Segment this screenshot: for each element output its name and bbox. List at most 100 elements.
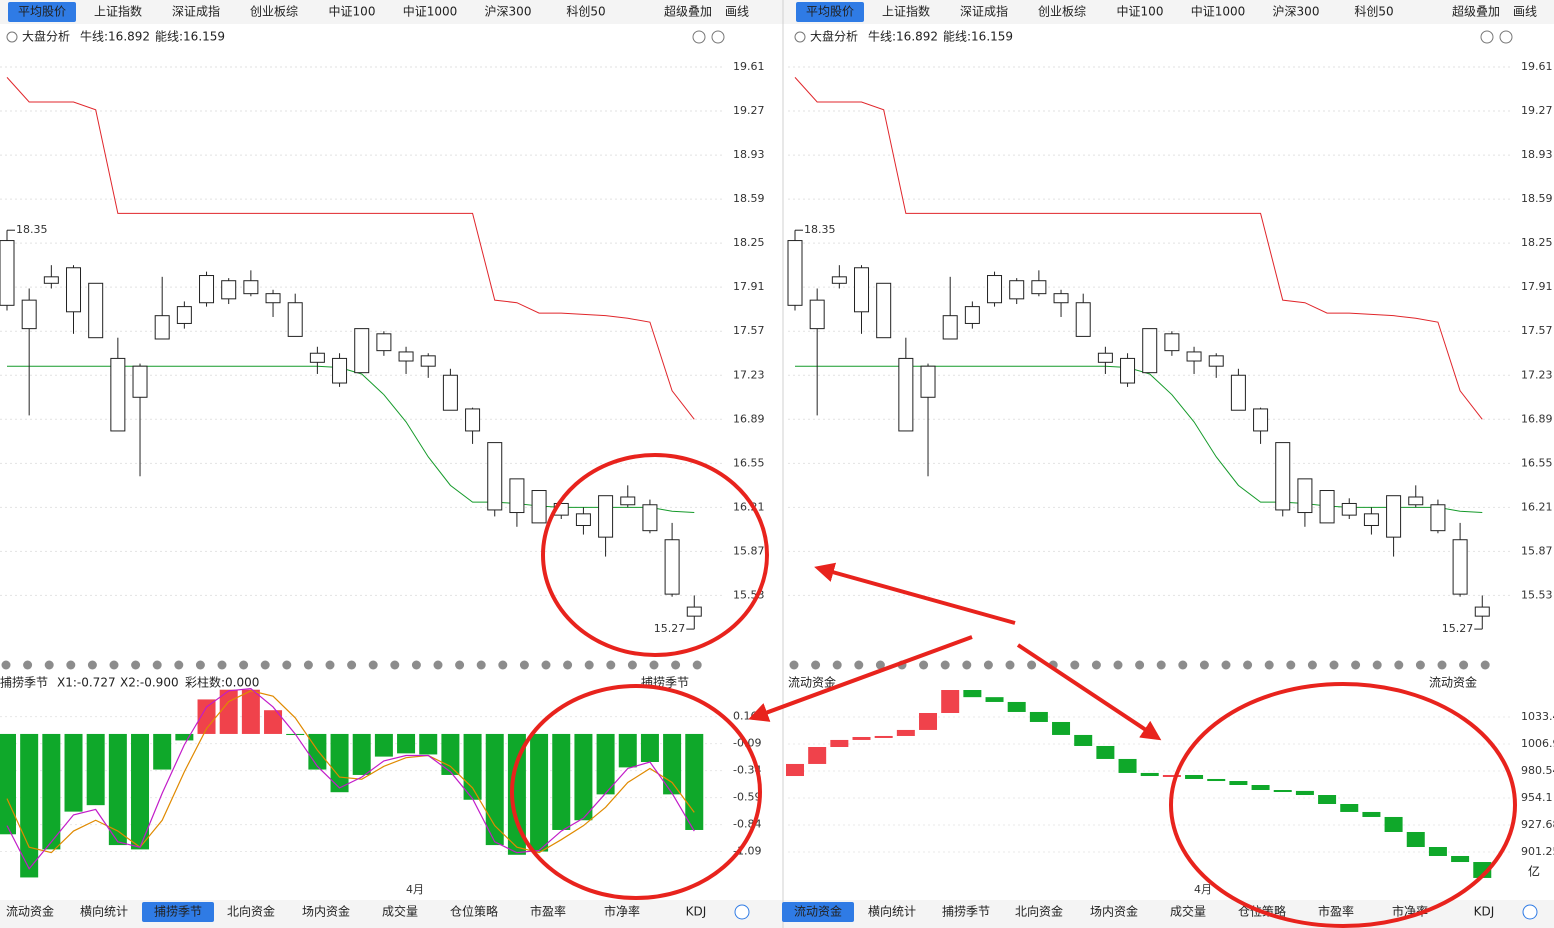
icon[interactable] — [1499, 30, 1513, 44]
scroll-dot[interactable] — [854, 660, 864, 670]
scroll-dot[interactable] — [627, 660, 637, 670]
scroll-dot[interactable] — [303, 660, 313, 670]
top-tab[interactable]: 超级叠加 — [1452, 4, 1500, 19]
scroll-dot[interactable] — [1459, 660, 1469, 670]
bottom-tab[interactable]: 市盈率 — [1318, 904, 1354, 919]
scroll-dot[interactable] — [1091, 660, 1101, 670]
bottom-tab[interactable]: 成交量 — [382, 904, 418, 919]
bottom-tab[interactable]: 北向资金 — [227, 904, 275, 919]
scroll-dot[interactable] — [282, 660, 292, 670]
top-tab[interactable]: 平均股价 — [806, 5, 854, 19]
scroll-dot[interactable] — [1372, 660, 1382, 670]
bottom-tab[interactable]: 捕捞季节 — [942, 904, 990, 919]
bottom-tab[interactable]: 横向统计 — [80, 904, 128, 919]
scroll-dot[interactable] — [217, 660, 227, 670]
scroll-dot[interactable] — [1, 660, 11, 670]
scroll-dot[interactable] — [152, 660, 162, 670]
scroll-dot[interactable] — [87, 660, 97, 670]
bottom-tab[interactable]: 市盈率 — [530, 904, 566, 919]
scroll-dot[interactable] — [940, 660, 950, 670]
collapse-icon[interactable] — [794, 31, 806, 43]
top-tab[interactable]: 科创50 — [566, 5, 605, 19]
top-tab[interactable]: 沪深300 — [1273, 5, 1320, 19]
scroll-dot[interactable] — [563, 660, 573, 670]
bottom-tab[interactable]: 横向统计 — [868, 904, 916, 919]
bottom-tab[interactable]: KDJ — [686, 905, 707, 919]
scroll-dot[interactable] — [919, 660, 929, 670]
scroll-dot[interactable] — [671, 660, 681, 670]
scroll-dot[interactable] — [1307, 660, 1317, 670]
scroll-dot[interactable] — [411, 660, 421, 670]
bottom-tab[interactable]: 市净率 — [604, 904, 640, 919]
scroll-dot[interactable] — [347, 660, 357, 670]
scroll-dot[interactable] — [1027, 660, 1037, 670]
scroll-dot[interactable] — [1070, 660, 1080, 670]
top-tab[interactable]: 创业板综 — [1038, 5, 1086, 19]
scroll-dot[interactable] — [1286, 660, 1296, 670]
scroll-dot[interactable] — [875, 660, 885, 670]
scroll-dot[interactable] — [455, 660, 465, 670]
top-tab[interactable]: 中证1000 — [1191, 4, 1246, 19]
collapse-button[interactable] — [1522, 904, 1538, 920]
scroll-dot[interactable] — [174, 660, 184, 670]
scroll-dot[interactable] — [832, 660, 842, 670]
top-tab[interactable]: 平均股价 — [18, 5, 66, 19]
top-tab[interactable]: 科创50 — [1354, 5, 1393, 19]
scroll-dot[interactable] — [1113, 660, 1123, 670]
scroll-dot[interactable] — [649, 660, 659, 670]
top-tab[interactable]: 画线 — [725, 5, 749, 19]
bottom-tab[interactable]: 仓位策略 — [450, 904, 498, 919]
bottom-tab[interactable]: 流动资金 — [6, 904, 54, 919]
scroll-dot[interactable] — [1394, 660, 1404, 670]
scroll-dot[interactable] — [1156, 660, 1166, 670]
top-tab[interactable]: 上证指数 — [94, 4, 142, 19]
scroll-dot[interactable] — [606, 660, 616, 670]
scroll-dot[interactable] — [44, 660, 54, 670]
icon[interactable] — [1480, 30, 1494, 44]
scroll-dot[interactable] — [260, 660, 270, 670]
scroll-dot[interactable] — [1005, 660, 1015, 670]
scroll-dot[interactable] — [390, 660, 400, 670]
icon[interactable] — [692, 30, 706, 44]
bottom-tab[interactable]: 捕捞季节 — [154, 904, 202, 919]
bottom-tab[interactable]: KDJ — [1474, 905, 1495, 919]
top-tab[interactable]: 深证成指 — [960, 4, 1008, 19]
scroll-dot[interactable] — [541, 660, 551, 670]
scroll-dot[interactable] — [1135, 660, 1145, 670]
scroll-dot[interactable] — [1264, 660, 1274, 670]
scroll-dot[interactable] — [1199, 660, 1209, 670]
collapse-icon[interactable] — [6, 31, 18, 43]
top-tab[interactable]: 上证指数 — [882, 4, 930, 19]
scroll-dot[interactable] — [1178, 660, 1188, 670]
scroll-dot[interactable] — [519, 660, 529, 670]
scroll-dot[interactable] — [23, 660, 33, 670]
top-tab[interactable]: 创业板综 — [250, 5, 298, 19]
bottom-tab[interactable]: 北向资金 — [1015, 904, 1063, 919]
scroll-dot[interactable] — [811, 660, 821, 670]
scroll-dot[interactable] — [1221, 660, 1231, 670]
collapse-button[interactable] — [734, 904, 750, 920]
bottom-tab[interactable]: 场内资金 — [1090, 904, 1138, 919]
bottom-tab[interactable]: 流动资金 — [794, 904, 842, 919]
top-tab[interactable]: 中证100 — [329, 4, 376, 19]
scroll-dot[interactable] — [239, 660, 249, 670]
bottom-tab[interactable]: 成交量 — [1170, 904, 1206, 919]
icon[interactable] — [711, 30, 725, 44]
scroll-dot[interactable] — [498, 660, 508, 670]
top-tab[interactable]: 中证1000 — [403, 4, 458, 19]
scroll-dot[interactable] — [584, 660, 594, 670]
scroll-dot[interactable] — [195, 660, 205, 670]
bottom-tab[interactable]: 场内资金 — [302, 904, 350, 919]
scroll-dot[interactable] — [131, 660, 141, 670]
scroll-dot[interactable] — [66, 660, 76, 670]
scroll-dot[interactable] — [692, 660, 702, 670]
top-tab[interactable]: 深证成指 — [172, 4, 220, 19]
top-tab[interactable]: 中证100 — [1117, 4, 1164, 19]
scroll-dot[interactable] — [1243, 660, 1253, 670]
scroll-dot[interactable] — [962, 660, 972, 670]
scroll-dot[interactable] — [1437, 660, 1447, 670]
top-tab[interactable]: 超级叠加 — [664, 4, 712, 19]
scroll-dot[interactable] — [433, 660, 443, 670]
scroll-dot[interactable] — [1351, 660, 1361, 670]
scroll-dot[interactable] — [476, 660, 486, 670]
